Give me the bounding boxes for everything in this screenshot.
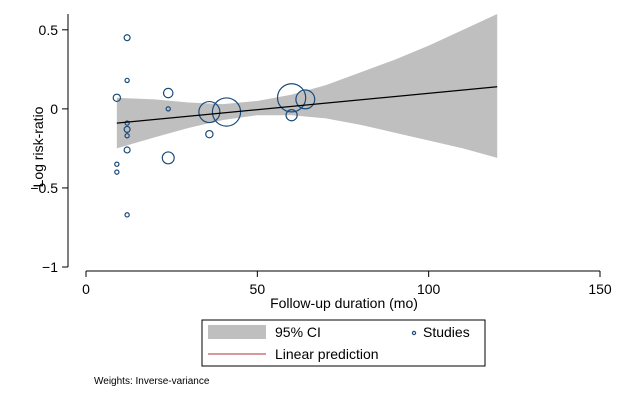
plot-area: [112, 14, 498, 218]
ci-band: [116, 14, 498, 158]
x-axis-label: Follow-up duration (mo): [270, 295, 418, 311]
y-axis-label: Log risk-ratio: [30, 106, 46, 187]
study-point: [124, 77, 130, 84]
legend-ci-swatch: [208, 325, 266, 339]
x-tick-label: 0: [82, 281, 90, 297]
study-point: [161, 151, 175, 165]
y-axis: −1 −0.5 0 0.5: [30, 14, 69, 275]
study-point: [205, 129, 214, 139]
study-point: [114, 169, 120, 175]
study-point: [198, 100, 221, 124]
study-point: [124, 133, 130, 139]
study-points: [112, 34, 316, 218]
study-point: [123, 125, 131, 134]
linear-prediction-line: [116, 86, 498, 124]
study-point: [124, 120, 130, 126]
legend-studies-marker: [411, 330, 417, 336]
y-tick-label: 0: [50, 101, 58, 117]
study-point: [123, 146, 131, 154]
study-point: [162, 87, 174, 99]
study-point: [124, 212, 130, 218]
study-point: [285, 109, 298, 122]
y-tick-label: −0.5: [30, 180, 58, 196]
x-tick-label: 50: [250, 281, 266, 297]
legend-studies-label: Studies: [423, 324, 470, 340]
weights-note: Weights: Inverse-variance: [94, 376, 210, 387]
study-point: [165, 106, 171, 112]
legend-line-label: Linear prediction: [275, 346, 379, 362]
x-tick-label: 100: [417, 281, 441, 297]
study-point: [211, 97, 242, 127]
study-point: [123, 34, 131, 42]
study-point: [112, 93, 122, 103]
study-point: [295, 89, 316, 110]
x-tick-label: 150: [588, 281, 612, 297]
x-axis: 0 50 100 150: [82, 270, 612, 297]
legend: 95% CI Studies Linear prediction: [201, 319, 486, 367]
study-point: [276, 83, 307, 113]
y-tick-label: −1: [42, 259, 58, 275]
legend-ci-label: 95% CI: [275, 324, 321, 340]
study-point: [114, 161, 120, 167]
y-tick-label: 0.5: [39, 22, 59, 38]
